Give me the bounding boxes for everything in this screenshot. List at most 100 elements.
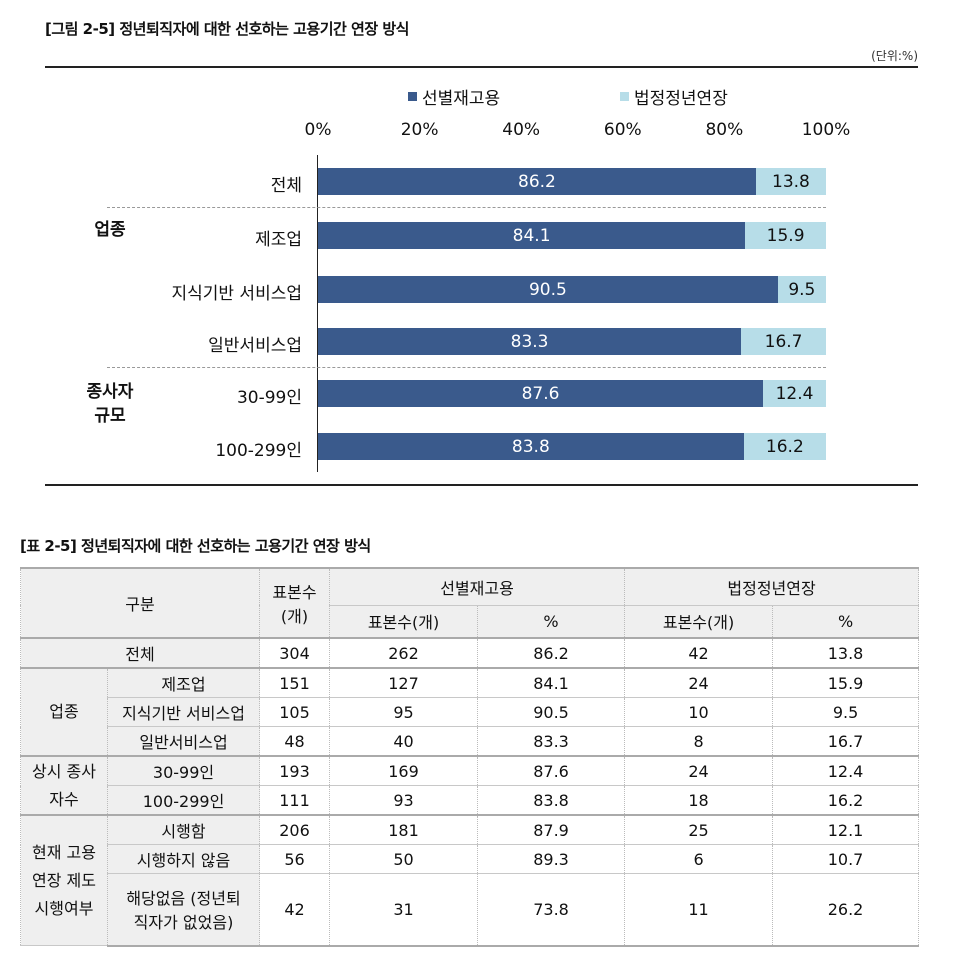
table-title: [표 2-5] 정년퇴직자에 대한 선호하는 고용기간 연장 방식 [20, 537, 371, 555]
category-label: 100-299인 [215, 441, 302, 461]
cell-b-p: 16.7 [772, 726, 920, 757]
x-tick-label: 40% [502, 120, 541, 140]
legend-label: 법정정년연장 [634, 89, 728, 109]
bar-selective-rehire: 84.1 [318, 222, 746, 249]
table-row: 해당없음 (정년퇴직자가 없었음) 42 31 73.8 11 26.2 [21, 873, 920, 947]
figure-title: [그림 2-5] 정년퇴직자에 대한 선호하는 고용기간 연장 방식 [45, 20, 409, 38]
cell-a-p: 73.8 [477, 873, 626, 947]
x-tick-label: 60% [603, 120, 642, 140]
legend-item-series-2: 법정정년연장 [620, 84, 728, 109]
data-label: 9.5 [788, 279, 816, 300]
unit-label: (단위:%) [871, 49, 918, 63]
bar-legal-extension: 12.4 [763, 380, 826, 407]
group-label-industry: 업종 [94, 220, 126, 240]
table-row: 시행하지 않음 56 50 89.3 6 10.7 [21, 844, 920, 874]
legend-swatch [620, 92, 629, 101]
group-label: 업종 [20, 667, 108, 757]
y-axis-line [317, 155, 318, 472]
table-row: 현재 고용연장 제도 시행여부 시행함 206 181 87.9 25 12.1 [20, 814, 920, 946]
subheader-n: 표본수(개) [329, 604, 479, 639]
cell-b-p: 26.2 [772, 873, 920, 947]
legend-item-series-1: 선별재고용 [408, 84, 500, 109]
cell-a-p: 83.8 [477, 785, 626, 816]
data-label: 15.9 [766, 225, 805, 246]
data-label: 84.1 [512, 225, 551, 246]
data-label: 83.3 [510, 331, 549, 352]
bar-selective-rehire: 87.6 [318, 380, 763, 407]
group-divider [107, 207, 826, 208]
cell-n: 56 [259, 844, 331, 874]
row-label: 지식기반 서비스업 [106, 697, 261, 727]
table-row: 지식기반 서비스업 105 95 90.5 10 9.5 [21, 697, 920, 727]
cell-b-p: 16.2 [772, 785, 920, 816]
data-label: 83.8 [511, 436, 550, 457]
cell-a-p: 87.9 [477, 814, 626, 845]
cell-b-p: 9.5 [772, 697, 920, 727]
cell-n: 111 [259, 785, 331, 816]
row-label: 시행하지 않음 [106, 844, 261, 874]
group-label-size-line1: 종사자 [86, 382, 134, 402]
cell-n: 105 [259, 697, 331, 727]
cell-b-n: 8 [624, 726, 774, 757]
data-label: 90.5 [528, 279, 567, 300]
cell-a-n: 181 [329, 814, 479, 845]
group-label: 상시 종사자수 [20, 755, 108, 816]
subheader-pct: % [477, 604, 626, 639]
category-label: 30-99인 [236, 388, 302, 408]
data-table: 구분 표본수 (개) 선별재고용 법정정년연장 표본수(개) % 표본수(개) %… [19, 567, 920, 947]
bar-legal-extension: 13.8 [755, 168, 826, 195]
category-label: 일반서비스업 [208, 336, 302, 356]
data-label: 12.4 [775, 383, 814, 404]
cell-b-n: 25 [624, 814, 774, 845]
cell-b-p: 12.1 [772, 814, 920, 845]
cell-a-p: 89.3 [477, 844, 626, 874]
header-sample: 표본수 (개) [259, 567, 331, 639]
category-label: 제조업 [255, 230, 302, 250]
cell-b-p: 12.4 [772, 755, 920, 786]
cell-b-p: 13.8 [772, 637, 920, 669]
cell-b-n: 24 [624, 667, 774, 698]
legend-label: 선별재고용 [422, 89, 501, 109]
cell-b-n: 42 [624, 637, 774, 669]
cell-n: 151 [259, 667, 331, 698]
table-row: 업종 제조업 151 127 84.1 24 15.9 [20, 667, 920, 757]
cell-a-n: 169 [329, 755, 479, 786]
bar-legal-extension: 9.5 [777, 276, 826, 303]
cell-a-n: 262 [329, 637, 479, 669]
subheader-pct: % [772, 604, 920, 639]
cell-b-p: 15.9 [772, 667, 920, 698]
bar-selective-rehire: 90.5 [318, 276, 778, 303]
legend-swatch [408, 92, 417, 101]
row-label: 제조업 [106, 667, 261, 698]
row-label: 100-299인 [106, 785, 261, 816]
group-label: 현재 고용연장 제도 시행여부 [20, 814, 108, 946]
cell-n: 48 [259, 726, 331, 757]
cell-a-n: 95 [329, 697, 479, 727]
data-label: 16.2 [765, 436, 804, 457]
header-group-1: 선별재고용 [329, 567, 626, 606]
x-tick-label: 80% [705, 120, 744, 140]
table-row: 일반서비스업 48 40 83.3 8 16.7 [21, 726, 920, 757]
category-label: 전체 [270, 176, 302, 196]
cell-b-n: 24 [624, 755, 774, 786]
cell-n: 193 [259, 755, 331, 786]
cell-a-p: 83.3 [477, 726, 626, 757]
cell-a-n: 40 [329, 726, 479, 757]
category-label: 지식기반 서비스업 [171, 284, 302, 304]
x-tick-label: 0% [304, 120, 332, 140]
group-label-size-line2: 규모 [94, 406, 126, 426]
cell-b-n: 10 [624, 697, 774, 727]
bar-selective-rehire: 83.3 [318, 328, 742, 355]
cell-a-p: 84.1 [477, 667, 626, 698]
bar-chart: 0% 20% 40% 60% 80% 100% 전체 86.2 13.8 제조업 84.1 15.9 지… [171, 120, 850, 472]
data-label: 87.6 [521, 383, 560, 404]
cell-a-p: 86.2 [477, 637, 626, 669]
cell-a-n: 31 [329, 873, 479, 947]
header-group-2: 법정정년연장 [624, 567, 920, 606]
bar-legal-extension: 16.2 [743, 433, 826, 460]
row-label: 일반서비스업 [106, 726, 261, 757]
cell-n: 42 [259, 873, 331, 947]
data-label: 86.2 [518, 171, 556, 192]
cell-a-n: 93 [329, 785, 479, 816]
cell-a-p: 90.5 [477, 697, 626, 727]
